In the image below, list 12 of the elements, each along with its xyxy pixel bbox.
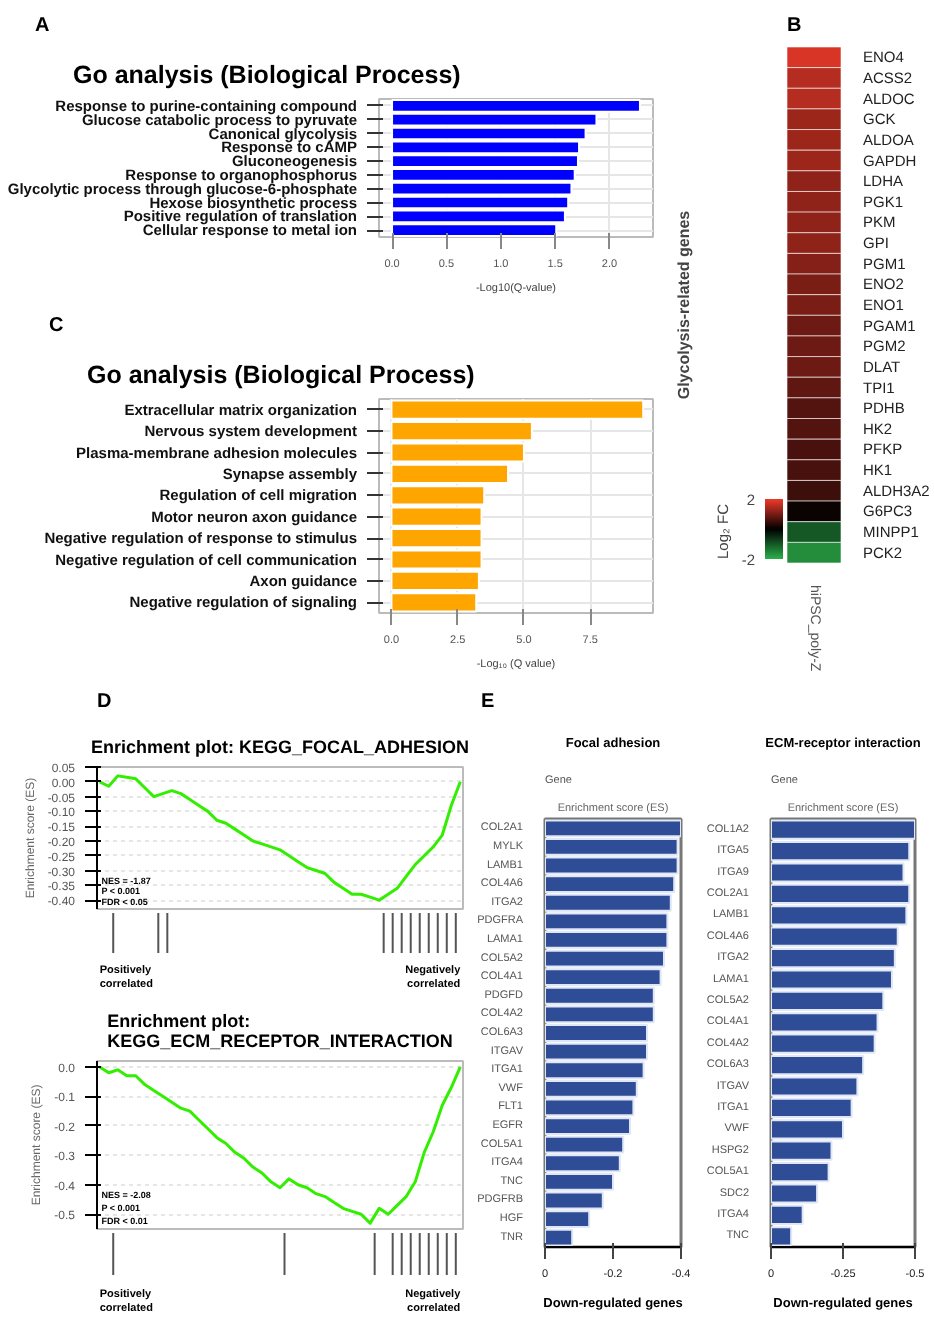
text: B (787, 15, 802, 37)
chart-title: Go analysis (Biological Process) (87, 361, 475, 389)
chart-title: Go analysis (Biological Process) (73, 61, 461, 89)
line-series (98, 774, 462, 902)
line-series (98, 1065, 462, 1225)
text: A (35, 15, 50, 37)
text: C (49, 315, 64, 337)
text: E (481, 691, 495, 713)
chart-title: Enrichment plot: KEGG_ECM_RECEPTOR_INTERACTION (107, 1011, 453, 1051)
chart-title: Enrichment plot: KEGG_FOCAL_ADHESION (90, 737, 470, 757)
y-axis-title: Glycolysis-related genes (675, 209, 693, 400)
text: D (97, 691, 112, 713)
